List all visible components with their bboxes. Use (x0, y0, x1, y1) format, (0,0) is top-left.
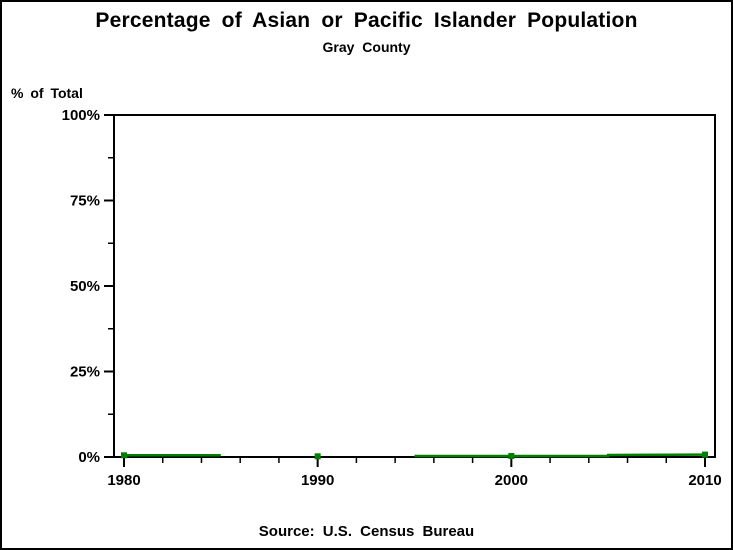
y-axis-tick-label: 25% (70, 364, 100, 381)
data-point-marker (314, 453, 321, 460)
x-axis-tick-label: 1980 (107, 472, 140, 489)
y-axis-tick-label: 0% (78, 449, 100, 466)
y-axis-tick-label: 75% (70, 193, 100, 210)
source-note: Source: U.S. Census Bureau (258, 523, 475, 540)
x-axis-tick-label: 1990 (301, 472, 334, 489)
chart-title: Percentage of Asian or Pacific Islander … (95, 9, 638, 32)
data-point-marker (702, 451, 708, 458)
y-axis-title: % of Total (11, 85, 83, 101)
x-axis-tick-label: 2010 (688, 472, 721, 489)
y-axis-tick-label: 50% (70, 278, 100, 295)
x-axis-tick-label: 2000 (495, 472, 528, 489)
chart-subtitle: Gray County (322, 39, 411, 55)
data-point-marker (508, 452, 515, 459)
data-point-marker (121, 452, 127, 459)
y-axis-tick-label: 100% (62, 107, 100, 124)
plot-frame (113, 114, 716, 458)
series-line-segment (414, 453, 706, 458)
